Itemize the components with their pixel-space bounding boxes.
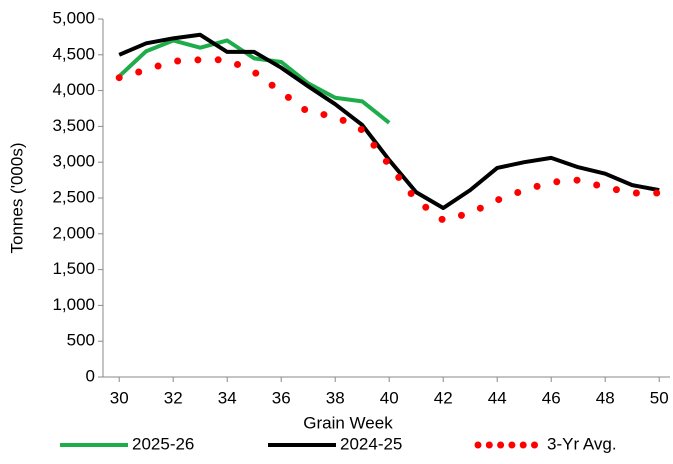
x-tick-label: 44 (488, 388, 507, 407)
series-line (117, 38, 391, 125)
x-tick-label: 48 (596, 388, 615, 407)
legend-label: 3-Yr Avg. (547, 434, 617, 453)
x-tick-label: 38 (326, 388, 345, 407)
y-tick-label: 0 (86, 366, 95, 385)
x-tick-label: 30 (110, 388, 129, 407)
y-tick-label: 3,500 (52, 116, 95, 135)
y-tick-label: 1,000 (52, 295, 95, 314)
x-tick-label: 46 (542, 388, 561, 407)
y-axis-title: Tonnes ('000s) (7, 143, 26, 254)
x-tick-label: 50 (650, 388, 669, 407)
x-tick-label: 42 (434, 388, 453, 407)
x-tick-label: 36 (272, 388, 291, 407)
series-line (115, 56, 663, 225)
y-tick-label: 2,000 (52, 223, 95, 242)
y-tick-label: 5,000 (52, 8, 95, 27)
y-tick-label: 3,000 (52, 152, 95, 171)
y-tick-label: 4,500 (52, 44, 95, 63)
x-tick-label: 32 (164, 388, 183, 407)
y-tick-label: 4,000 (52, 80, 95, 99)
y-tick-label: 1,500 (52, 259, 95, 278)
legend-label: 2024-25 (340, 434, 402, 453)
legend-label: 2025-26 (132, 434, 194, 453)
y-tick-label: 2,500 (52, 187, 95, 206)
x-axis-title: Grain Week (303, 413, 393, 432)
x-tick-label: 40 (380, 388, 399, 407)
y-tick-label: 500 (67, 331, 95, 350)
x-tick-label: 34 (218, 388, 237, 407)
